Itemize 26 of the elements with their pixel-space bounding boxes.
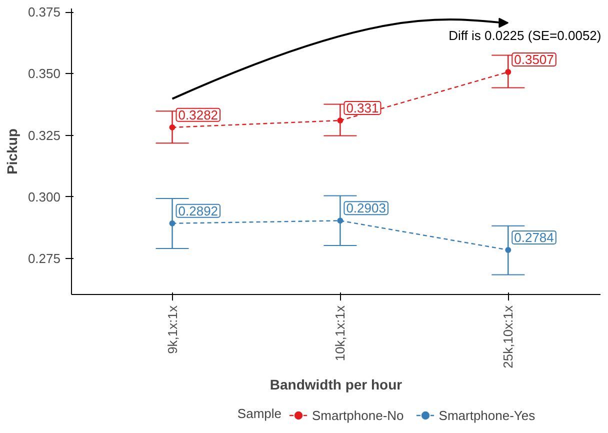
point (169, 124, 176, 130)
x-tick-label: 25k,10x:1x (500, 305, 516, 368)
data-label: 0.3507 (514, 52, 554, 67)
annotation: Diff is 0.0225 (SE=0.0052) (448, 28, 602, 43)
legend-title: Sample (237, 406, 282, 421)
point (505, 69, 512, 75)
data-label: 0.3282 (178, 107, 218, 122)
x-tick-label: 9k,1x:1x (164, 305, 180, 354)
y-tick-label: 0.300 (28, 189, 61, 204)
point (505, 246, 512, 253)
data-label: 0.2892 (178, 203, 218, 218)
y-tick-label: 0.375 (28, 4, 61, 20)
data-label: 0.331 (346, 100, 379, 116)
data-label: 0.2784 (514, 230, 554, 245)
point (169, 220, 176, 226)
legend-label: Smartphone-Yes (438, 408, 536, 422)
x-tick-label: 10k,1x:1x (332, 305, 348, 362)
point (337, 117, 344, 124)
legend-label: Smartphone-No (312, 408, 404, 422)
y-tick-label: 0.275 (28, 250, 61, 266)
y-tick-label: 0.325 (28, 128, 61, 143)
point (337, 218, 344, 224)
y-axis-title: Pickup (4, 128, 20, 174)
y-tick-label: 0.350 (28, 66, 61, 82)
x-axis-title: Bandwidth per hour (270, 376, 403, 392)
data-label: 0.2903 (346, 200, 386, 216)
